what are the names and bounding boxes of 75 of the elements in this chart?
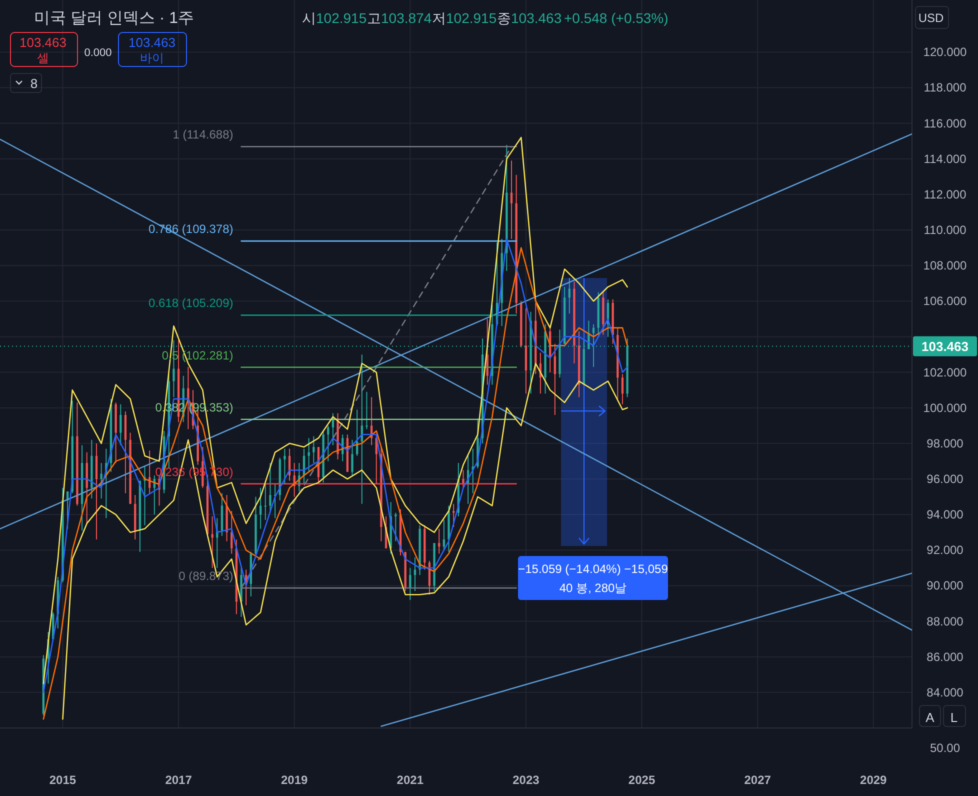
candlestick bbox=[211, 516, 214, 568]
candlestick bbox=[312, 436, 315, 464]
annotation: +0.548 (+0.53%) bbox=[564, 10, 668, 26]
candlestick bbox=[568, 278, 570, 314]
candlestick bbox=[284, 448, 286, 485]
annotation: 저 bbox=[432, 10, 446, 26]
y-tick-label: 94.000 bbox=[926, 508, 964, 522]
candlestick bbox=[95, 442, 98, 540]
candlestick bbox=[308, 438, 310, 472]
annotation: 바이 bbox=[140, 51, 164, 65]
candlestick bbox=[414, 556, 416, 592]
annotation: 종 bbox=[497, 10, 511, 26]
x-tick-label: 2015 bbox=[49, 773, 76, 787]
y-tick-label: 106.000 bbox=[923, 294, 968, 308]
x-tick-label: 2023 bbox=[512, 773, 540, 787]
x-tick-label: 2029 bbox=[860, 773, 888, 787]
candlestick bbox=[327, 425, 330, 462]
series-label: 0.618 (105.209) bbox=[148, 296, 234, 310]
y-tick-label: 90.000 bbox=[926, 578, 964, 593]
y-tick-label: 116.000 bbox=[924, 116, 967, 130]
candlestick bbox=[351, 439, 354, 476]
text: A bbox=[926, 710, 935, 725]
y-tick-label: 112.000 bbox=[924, 187, 967, 202]
candlestick bbox=[438, 528, 440, 554]
series-label: 1 (114.688) bbox=[172, 128, 234, 142]
y-tick-label: 92.000 bbox=[926, 543, 964, 558]
text: L bbox=[950, 710, 958, 725]
annotation: 40 봉, 280날 bbox=[559, 581, 627, 595]
annotation: 102.915 bbox=[446, 10, 497, 26]
candlestick bbox=[554, 343, 556, 416]
annotation: 103.874 bbox=[381, 10, 432, 26]
x-tick-label: 2021 bbox=[396, 773, 424, 787]
candlestick bbox=[452, 503, 455, 528]
candlestick bbox=[230, 510, 233, 554]
candlestick bbox=[269, 462, 272, 514]
y-tick-label: 96.000 bbox=[926, 472, 964, 486]
x-tick-label: 2017 bbox=[165, 773, 192, 787]
series-label: 0 (89.873) bbox=[178, 568, 234, 583]
annotation: −15.059 (−14.04%) −15,059 bbox=[518, 562, 668, 576]
candlestick bbox=[120, 404, 122, 446]
annotation: 103.463 bbox=[128, 35, 176, 50]
y-tick-label: 118.000 bbox=[924, 80, 967, 95]
y-tick-label: 84.000 bbox=[926, 685, 964, 700]
x-tick-label: 2027 bbox=[744, 773, 772, 787]
y-tick-label: 120.000 bbox=[923, 45, 968, 60]
candlestick bbox=[409, 567, 412, 600]
annotation: 103.463 bbox=[20, 35, 66, 50]
y-tick-label: 110.000 bbox=[924, 222, 967, 237]
candlestick bbox=[394, 512, 397, 542]
text: USD bbox=[918, 11, 944, 25]
annotation: 셀 bbox=[37, 51, 49, 65]
text: 50.00 bbox=[930, 741, 960, 755]
candlestick bbox=[366, 391, 368, 430]
y-tick-label: 86.000 bbox=[926, 650, 964, 664]
candlestick bbox=[100, 462, 102, 500]
candlestick bbox=[442, 519, 446, 551]
annotation: 8 bbox=[30, 76, 38, 91]
y-tick-label: 102.000 bbox=[923, 365, 968, 380]
candlestick bbox=[510, 160, 513, 240]
annotation: 고 bbox=[367, 10, 381, 26]
y-tick-label: 100.000 bbox=[923, 400, 968, 415]
candlestick bbox=[259, 487, 262, 530]
y-tick-label: 114.000 bbox=[924, 152, 967, 166]
x-tick-label: 2025 bbox=[628, 773, 656, 787]
candlestick bbox=[621, 374, 624, 405]
text: 미국 달러 인덱스 · 1주 bbox=[34, 10, 194, 27]
x-tick-label: 2019 bbox=[281, 773, 308, 787]
annotation: 102.915 bbox=[316, 10, 367, 26]
y-tick-label: 88.000 bbox=[926, 614, 964, 628]
y-tick-label: 108.000 bbox=[923, 258, 968, 273]
annotation: 0.000 bbox=[84, 47, 112, 59]
annotation: 시 bbox=[302, 10, 316, 26]
annotation: 103.463 bbox=[511, 10, 562, 26]
y-tick-label: 98.000 bbox=[926, 436, 964, 450]
ref-line-label: 103.463 bbox=[922, 339, 968, 354]
